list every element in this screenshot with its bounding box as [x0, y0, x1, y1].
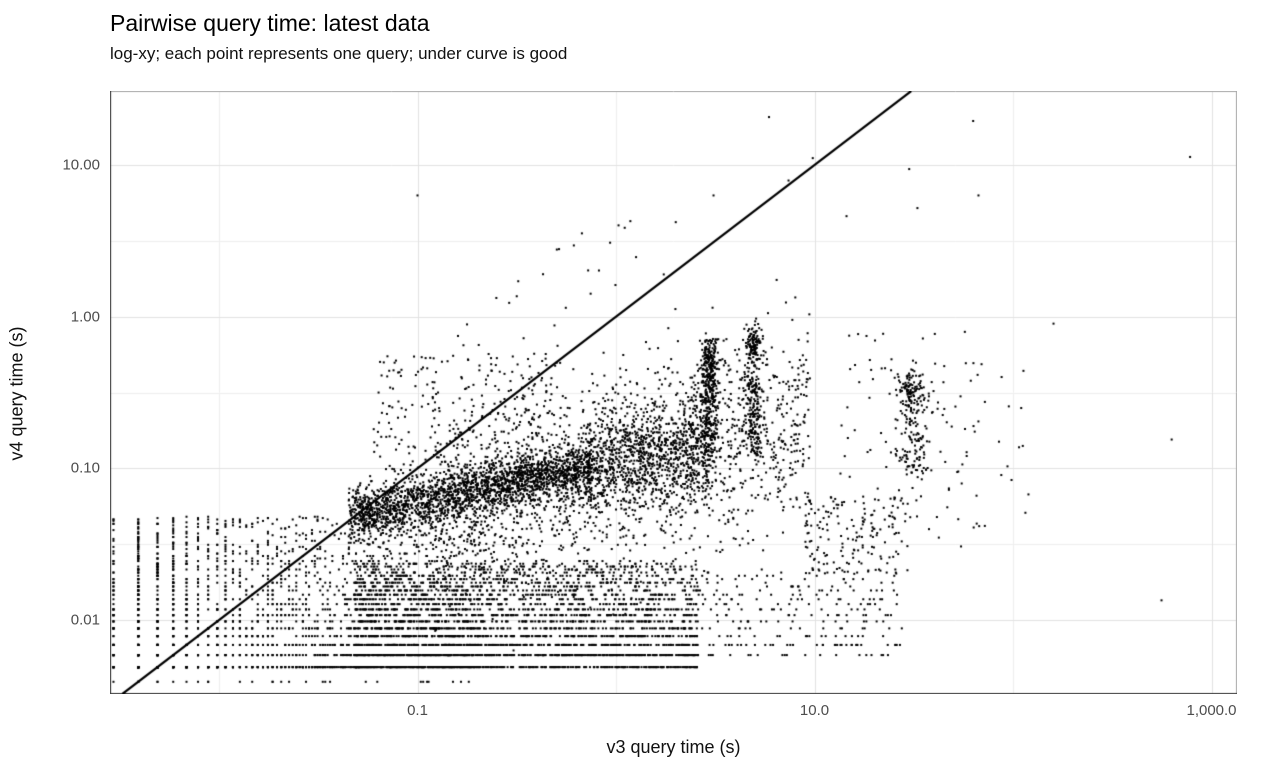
y-axis-title: v4 query time (s) [6, 326, 27, 461]
x-tick-label: 10.0 [799, 702, 830, 719]
x-axis-title: v3 query time (s) [606, 737, 741, 757]
y-tick-label: 1.00 [70, 308, 100, 326]
y-tick-label: 0.01 [70, 611, 100, 629]
scatter-canvas [110, 91, 1237, 694]
y-tick-label: 0.10 [70, 459, 100, 477]
plot-panel [110, 91, 1237, 694]
chart-subtitle: log-xy; each point represents one query;… [110, 44, 568, 63]
x-tick-label: 1,000.0 [1186, 702, 1237, 719]
x-tick-label: 0.1 [407, 702, 428, 719]
chart-title: Pairwise query time: latest data [110, 10, 430, 36]
y-tick-label: 10.00 [62, 156, 100, 174]
